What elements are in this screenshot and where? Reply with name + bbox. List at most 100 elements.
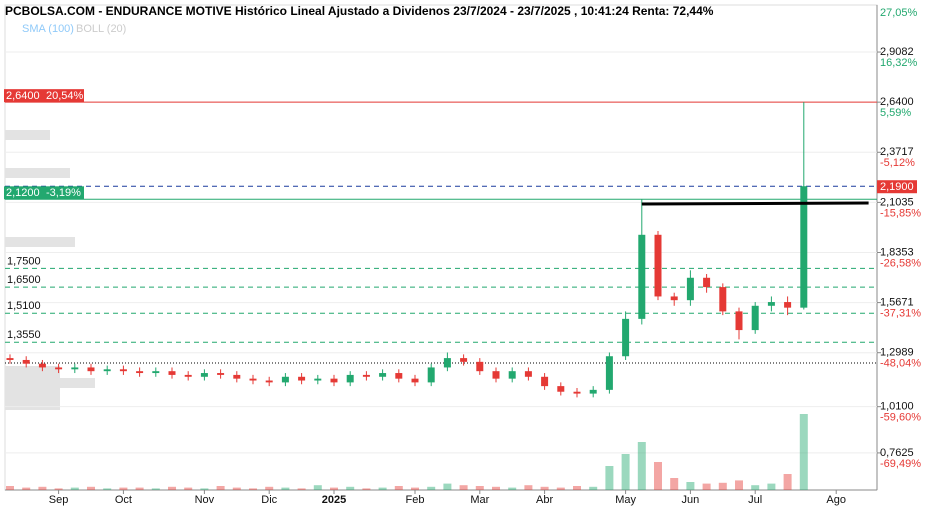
candle-body: [751, 305, 759, 331]
candle-body: [87, 367, 95, 372]
volume-bar: [168, 486, 176, 490]
volume-bar: [702, 483, 711, 490]
volume-bar: [281, 487, 290, 490]
volume-bar: [427, 486, 436, 490]
volume-bar: [508, 487, 517, 490]
candle-body: [330, 378, 338, 383]
x-tick-label: Jun: [682, 494, 700, 506]
volume-bar: [70, 487, 79, 490]
candle-body: [38, 363, 46, 368]
volume-bar: [232, 487, 241, 490]
level-label: 1,5100: [7, 300, 41, 312]
candle-body: [233, 374, 241, 379]
candle-body: [184, 374, 192, 377]
candle-body: [719, 287, 727, 312]
y-tick-percent: -69,49%: [880, 458, 921, 470]
volume-bar: [670, 478, 679, 490]
volume-bar: [216, 486, 225, 490]
chart-title: PCBOLSA.COM - ENDURANCE MOTIVE Histórico…: [5, 4, 714, 18]
volume-bar: [443, 483, 452, 490]
volume-bar: [524, 485, 533, 490]
volume-bar: [119, 487, 128, 490]
profile-bar: [5, 130, 50, 140]
x-tick-label: Mar: [470, 494, 489, 506]
legend-item[interactable]: BOLL (20): [76, 23, 126, 35]
volume-bar: [6, 486, 14, 490]
volume-bar: [346, 486, 355, 490]
volume-bar: [362, 488, 371, 490]
candle-body: [460, 358, 468, 362]
x-tick-label: Nov: [195, 494, 215, 506]
candle-body: [6, 358, 14, 360]
volume-bar: [783, 474, 792, 490]
candle-body: [281, 376, 289, 383]
candle-body: [314, 378, 322, 381]
y-tick-percent: -37,31%: [880, 308, 921, 320]
volume-bar: [589, 486, 598, 490]
candle-body: [265, 380, 273, 383]
volume-bar: [378, 487, 387, 490]
candle-body: [346, 374, 354, 383]
volume-bar: [799, 414, 808, 490]
level-label: 2,1200: [6, 187, 40, 199]
volume-bar: [459, 485, 468, 490]
volume-bar: [654, 462, 662, 490]
candle-body: [200, 373, 208, 377]
y-tick-label: 1,0100: [880, 401, 914, 413]
y-tick-label: 1,5671: [880, 297, 914, 309]
candle-body: [767, 302, 775, 306]
volume-bar: [540, 486, 549, 490]
level-box: [4, 186, 84, 200]
volume-bar: [686, 482, 695, 490]
level-label: 2,6400: [6, 90, 40, 102]
level-label: 1,6500: [7, 274, 41, 286]
level-box: [4, 89, 84, 103]
legend-item[interactable]: SMA (100): [22, 23, 74, 35]
y-tick-label: 2,9082: [880, 46, 914, 58]
candle-body: [573, 391, 581, 394]
y-tick-percent: 16,32%: [880, 57, 918, 69]
volume-bar: [735, 480, 743, 490]
level-label: 1,3550: [7, 329, 41, 341]
candle-body: [55, 367, 63, 370]
volume-bar: [38, 486, 47, 490]
volume-bar: [394, 486, 403, 490]
volume-bar: [573, 486, 581, 490]
x-tick-label: 2025: [322, 494, 346, 506]
candle-body: [622, 318, 630, 357]
volume-bar: [637, 442, 646, 490]
y-tick-percent: -5,12%: [880, 157, 915, 169]
y-tick-percent: 5,59%: [880, 107, 911, 119]
candle-body: [605, 356, 613, 390]
y-tick-label: 1,8353: [880, 246, 914, 258]
candle-body: [411, 378, 419, 383]
volume-bar: [151, 488, 160, 490]
top-percent: 27,05%: [880, 7, 918, 19]
y-tick-label: 0,7625: [880, 447, 914, 459]
candle-body: [71, 367, 79, 370]
candle-body: [298, 376, 306, 381]
candle-body: [703, 277, 711, 288]
candle-body: [362, 374, 370, 377]
volume-bar: [605, 466, 614, 490]
level-box: [877, 180, 917, 194]
candle-body: [119, 369, 127, 372]
candle-body: [217, 373, 225, 375]
volume-bar: [751, 485, 760, 490]
candle-body: [638, 234, 646, 319]
volume-bar: [411, 487, 419, 490]
candle-body: [379, 373, 387, 377]
candle-body: [168, 371, 176, 375]
x-tick-label: Ago: [826, 494, 846, 506]
y-tick-percent: -15,85%: [880, 207, 921, 219]
candle-body: [589, 389, 597, 394]
candle-body: [784, 302, 792, 308]
volume-bar: [621, 454, 630, 490]
volume-bar: [249, 488, 257, 490]
x-tick-label: Feb: [406, 494, 425, 506]
volume-bar: [103, 488, 112, 490]
volume-bar: [475, 486, 484, 490]
y-tick-label: 2,3717: [880, 146, 914, 158]
